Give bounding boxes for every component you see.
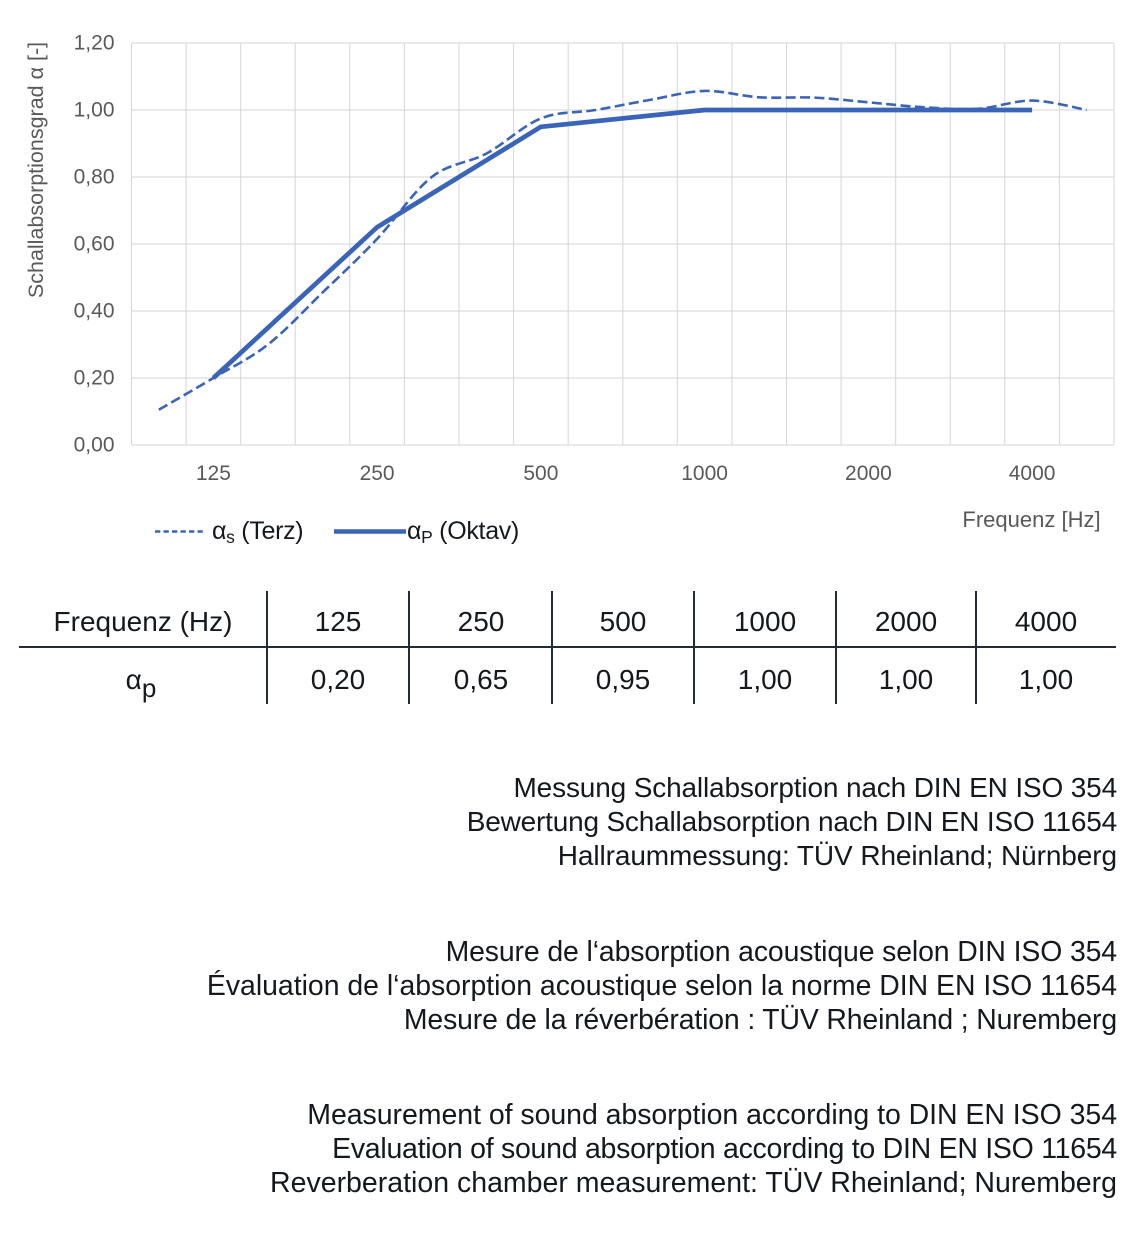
svg-text:αs (Terz): αs (Terz) <box>212 517 303 547</box>
svg-text:0,60: 0,60 <box>74 233 115 256</box>
svg-text:1,20: 1,20 <box>74 32 115 55</box>
svg-text:0,40: 0,40 <box>74 300 115 323</box>
svg-text:125: 125 <box>196 462 231 485</box>
svg-text:0,80: 0,80 <box>74 166 115 189</box>
svg-text:Schallabsorptionsgrad α [-]: Schallabsorptionsgrad α [-] <box>24 42 48 298</box>
svg-text:500: 500 <box>523 462 558 485</box>
svg-text:2000: 2000 <box>845 462 892 485</box>
svg-text:Frequenz [Hz]: Frequenz [Hz] <box>962 507 1100 532</box>
svg-text:4000: 4000 <box>1009 462 1056 485</box>
svg-text:250: 250 <box>360 462 395 485</box>
svg-text:1,00: 1,00 <box>74 99 115 122</box>
svg-text:αP (Oktav): αP (Oktav) <box>407 517 519 547</box>
svg-text:0,20: 0,20 <box>74 367 115 390</box>
svg-text:0,00: 0,00 <box>74 434 115 457</box>
svg-text:1000: 1000 <box>681 462 728 485</box>
